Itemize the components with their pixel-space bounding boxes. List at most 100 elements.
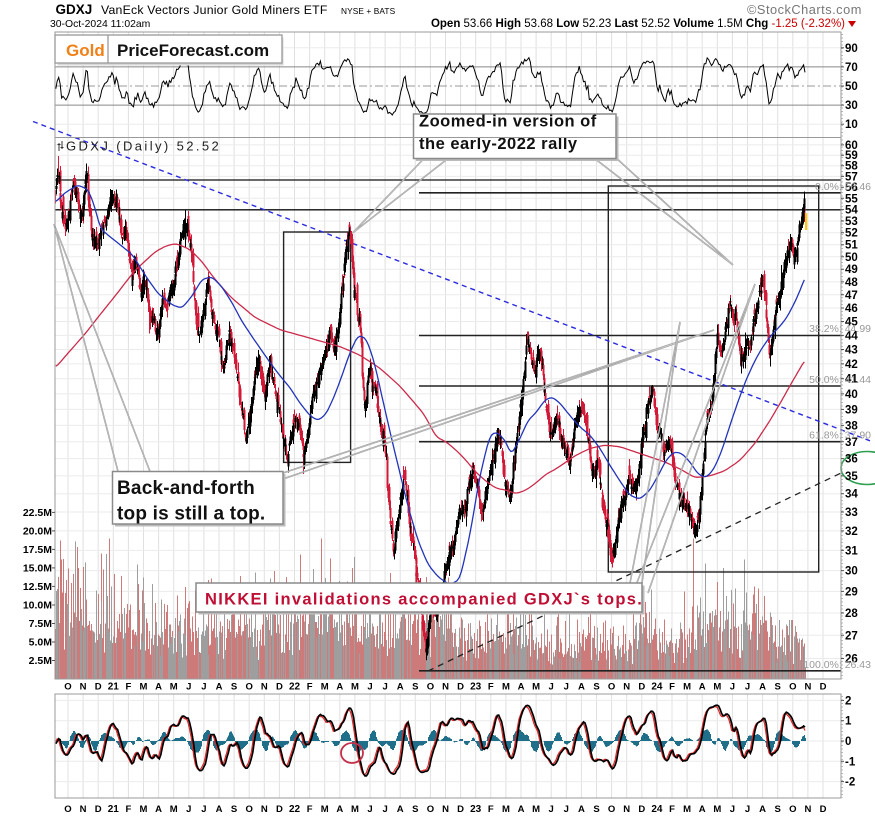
svg-text:A: A [518,804,525,815]
svg-text:N: N [804,682,811,693]
svg-text:J: J [382,804,387,815]
svg-text:M: M [351,804,359,815]
svg-text:27: 27 [845,630,858,642]
svg-text:A: A [155,682,162,693]
svg-text:2: 2 [845,695,851,707]
svg-text:59: 59 [845,150,858,162]
svg-text:F: F [307,804,313,815]
svg-text:D: D [95,682,102,693]
svg-text:53: 53 [845,216,858,228]
svg-text:J: J [186,804,191,815]
svg-text:F: F [669,804,675,815]
svg-text:M: M [321,682,329,693]
svg-text:D: D [638,804,645,815]
svg-text:56: 56 [845,182,858,194]
svg-text:23: 23 [470,804,482,815]
svg-text:D: D [820,682,827,693]
svg-text:J: J [549,804,554,815]
svg-text:22.5M: 22.5M [23,507,52,519]
svg-text:-1: -1 [845,756,856,768]
svg-text:D: D [457,682,464,693]
svg-text:A: A [759,682,766,693]
svg-text:S: S [775,804,781,815]
svg-text:50: 50 [845,252,858,264]
svg-text:J: J [201,804,206,815]
svg-text:N: N [261,682,268,693]
svg-text:S: S [231,682,237,693]
svg-text:M: M [140,682,148,693]
svg-text:J: J [745,804,750,815]
svg-text:60: 60 [845,140,858,152]
svg-text:54: 54 [845,205,858,217]
svg-text:S: S [412,804,418,815]
svg-text:O: O [246,682,253,693]
svg-text:O: O [427,682,434,693]
svg-text:31: 31 [845,545,858,557]
svg-text:O: O [608,682,615,693]
svg-text:A: A [699,682,706,693]
svg-text:J: J [564,804,569,815]
svg-text:15.0M: 15.0M [23,562,52,574]
svg-text:A: A [578,804,585,815]
svg-text:M: M [502,682,510,693]
svg-text:M: M [170,804,178,815]
svg-text:26: 26 [845,654,858,666]
svg-text:38: 38 [845,420,858,432]
svg-text:22: 22 [289,804,301,815]
svg-text:O: O [246,804,253,815]
svg-text:43: 43 [845,345,858,357]
svg-text:22: 22 [289,682,301,693]
svg-text:J: J [186,682,191,693]
svg-text:A: A [336,682,343,693]
svg-text:M: M [532,682,540,693]
svg-text:36: 36 [845,454,858,466]
svg-text:F: F [488,682,494,693]
svg-text:A: A [578,682,585,693]
svg-text:2.5M: 2.5M [29,655,53,667]
svg-text:90: 90 [845,43,858,55]
svg-text:O: O [64,804,71,815]
svg-text:the early-2022 rally: the early-2022 rally [419,135,578,153]
svg-text:0: 0 [845,736,851,748]
svg-text:20.0M: 20.0M [23,525,52,537]
svg-text:37: 37 [845,437,858,449]
svg-text:1: 1 [845,716,852,728]
svg-text:O: O [64,682,71,693]
svg-text:M: M [683,682,691,693]
svg-text:M: M [683,804,691,815]
svg-text:A: A [518,682,525,693]
svg-text:N: N [261,804,268,815]
svg-text:O: O [789,682,796,693]
svg-text:J: J [201,682,206,693]
svg-text:M: M [321,804,329,815]
svg-text:Open 53.66 High 53.68 Low 52: Open 53.66 High 53.68 Low 52.23 Last 52.… [431,18,845,30]
svg-text:©StockCharts.com: ©StockCharts.com [747,2,862,17]
svg-text:J: J [367,682,372,693]
svg-text:29: 29 [845,586,858,598]
svg-text:S: S [775,682,781,693]
svg-text:61.8%: 37.90: 61.8%: 37.90 [809,429,871,441]
svg-text:24: 24 [651,682,663,693]
svg-text:32: 32 [845,526,858,538]
svg-text:S: S [593,682,599,693]
svg-text:J: J [564,682,569,693]
svg-text:35: 35 [845,471,858,483]
svg-text:52: 52 [845,228,858,240]
svg-text:Zoomed-in version of: Zoomed-in version of [419,113,597,131]
svg-text:A: A [216,804,223,815]
svg-text:-2: -2 [845,777,855,789]
svg-text:47: 47 [845,290,858,302]
svg-text:VanEck Vectors Junior Gold Min: VanEck Vectors Junior Gold Miners ETF [101,3,328,17]
svg-text:N: N [80,682,87,693]
svg-text:D: D [820,804,827,815]
svg-text:50: 50 [845,81,858,93]
svg-text:42: 42 [845,359,858,371]
svg-text:33: 33 [845,507,858,519]
svg-text:GDXJ (Daily) 52.52: GDXJ (Daily) 52.52 [66,139,221,154]
svg-text:N: N [623,804,630,815]
svg-text:A: A [216,682,223,693]
svg-text:24: 24 [651,804,663,815]
svg-text:51: 51 [845,240,858,252]
svg-text:O: O [427,804,434,815]
svg-text:N: N [442,682,449,693]
